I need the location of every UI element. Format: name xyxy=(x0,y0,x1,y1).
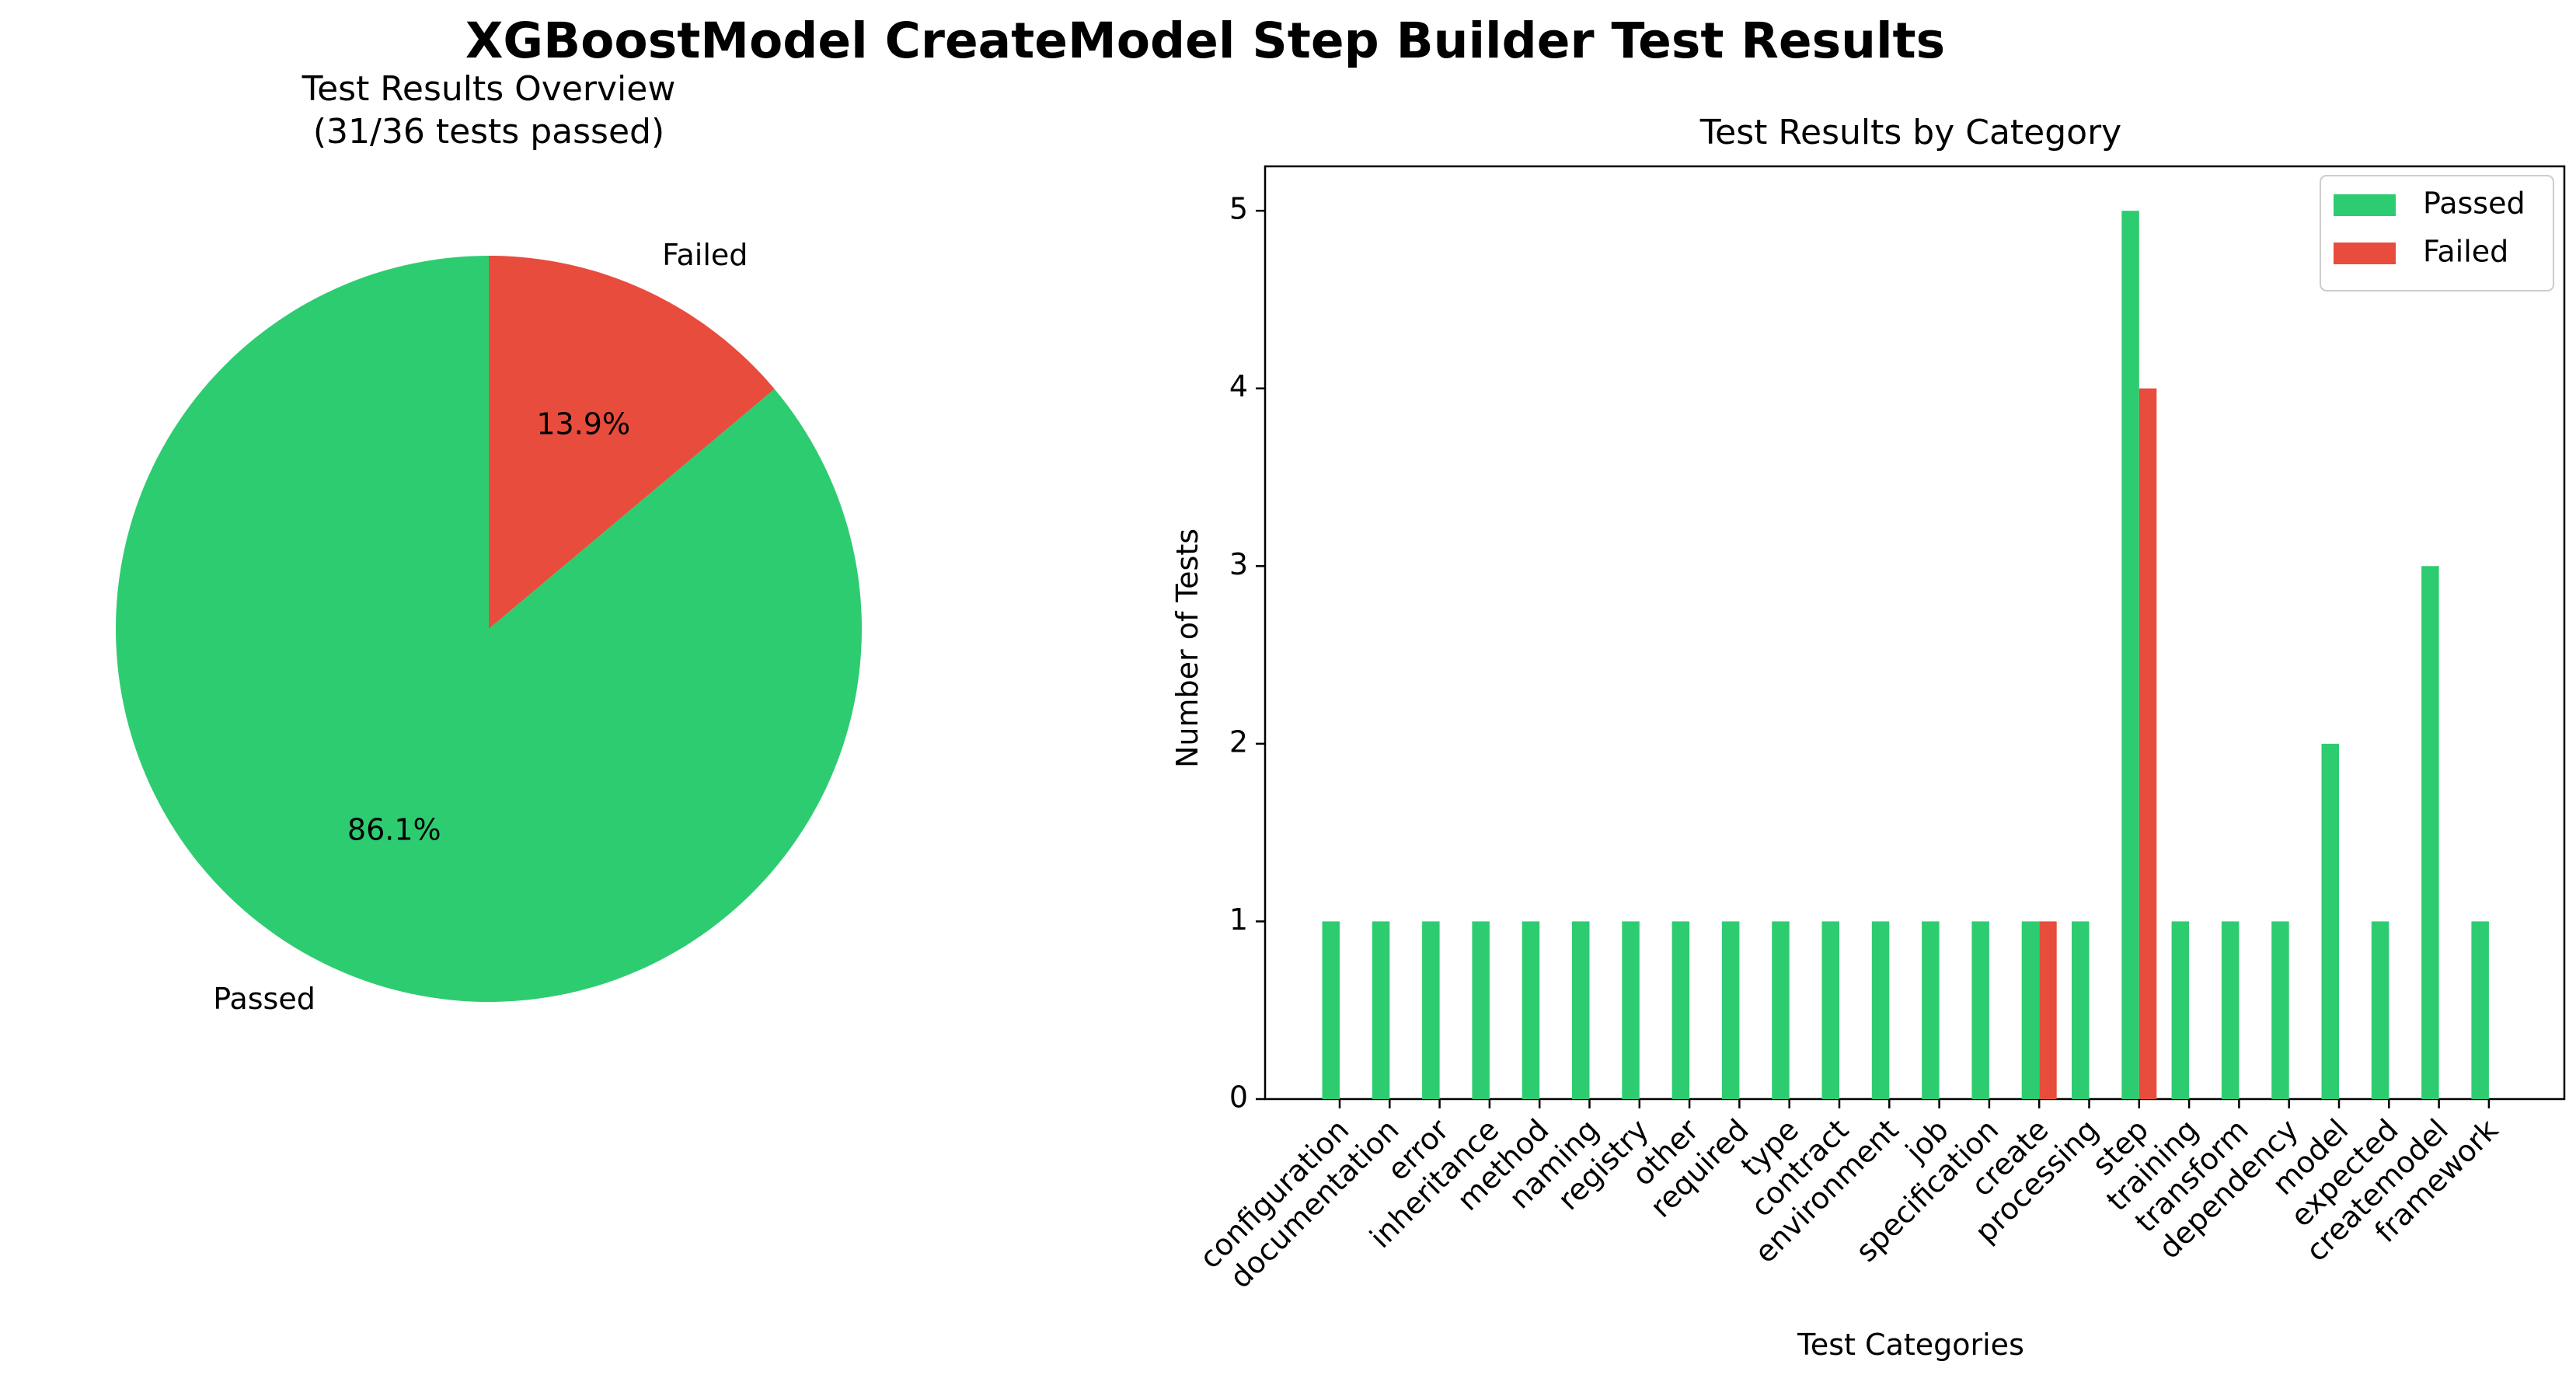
bar-series xyxy=(1322,211,2489,1100)
bar-chart: Test Results by Category 0 1 2 3 4 5 configur… xyxy=(1170,113,2566,1362)
y-axis-ticks: 0 1 2 3 4 5 xyxy=(1229,192,1265,1115)
bar-title: Test Results by Category xyxy=(1699,113,2121,152)
y-tick-label: 1 xyxy=(1229,902,1248,937)
y-axis-label: Number of Tests xyxy=(1170,529,1204,768)
y-tick-label: 4 xyxy=(1229,369,1248,403)
bar-passed-framework xyxy=(2471,921,2489,1099)
bar-passed-expected xyxy=(2371,921,2390,1099)
bar-passed-type xyxy=(1772,921,1790,1099)
bar-passed-createmodel xyxy=(2421,566,2439,1099)
bar-passed-environment xyxy=(1871,921,1890,1099)
pie-labels: Passed 86.1% Failed 13.9% xyxy=(213,238,748,1016)
bar-passed-other xyxy=(1671,921,1690,1099)
bar-passed-contract xyxy=(1821,921,1839,1099)
bar-passed-processing xyxy=(2072,921,2090,1099)
y-tick-label: 2 xyxy=(1229,724,1248,759)
legend-swatch-failed xyxy=(2334,243,2396,264)
bar-passed-model xyxy=(2321,743,2339,1099)
legend-swatch-passed xyxy=(2334,194,2396,216)
pie-slice-failed xyxy=(489,256,775,629)
bar-axes xyxy=(1264,165,2566,1101)
pie-label-passed: Passed xyxy=(213,982,315,1016)
pie-title: Test Results Overview (31/36 tests passed… xyxy=(302,69,676,152)
pie-title-line: Test Results Overview xyxy=(302,69,676,109)
bar-passed-step xyxy=(2121,211,2139,1100)
bar-failed-step xyxy=(2139,388,2157,1099)
bar-passed-training xyxy=(2171,921,2190,1099)
legend-label-passed: Passed xyxy=(2423,187,2525,221)
legend: Passed Failed xyxy=(2320,175,2554,291)
pie-chart: Test Results Overview (31/36 tests passed… xyxy=(116,69,863,1016)
legend-label-failed: Failed xyxy=(2423,235,2508,269)
pie-percent-failed: 13.9% xyxy=(536,407,630,441)
bar-passed-create xyxy=(2021,921,2040,1099)
bar-passed-transform xyxy=(2221,921,2240,1099)
bar-passed-configuration xyxy=(1322,921,1340,1099)
x-axis-ticks: configurationdocumentationerrorinheritan… xyxy=(1193,1099,2505,1295)
x-axis-label: Test Categories xyxy=(1797,1328,2024,1362)
bar-passed-documentation xyxy=(1372,921,1390,1099)
bar-passed-required xyxy=(1721,921,1740,1099)
bar-passed-dependency xyxy=(2271,921,2289,1099)
pie-slices xyxy=(116,256,863,1003)
bar-passed-method xyxy=(1522,921,1540,1099)
pie-title-line: (31/36 tests passed) xyxy=(313,112,664,152)
bar-passed-job xyxy=(1922,921,1940,1099)
pie-slice-passed xyxy=(116,256,863,1003)
y-tick-label: 5 xyxy=(1229,192,1248,226)
bar-passed-naming xyxy=(1572,921,1590,1099)
y-tick-label: 0 xyxy=(1229,1080,1248,1115)
pie-label-failed: Failed xyxy=(662,238,748,272)
bar-passed-inheritance xyxy=(1472,921,1490,1099)
bar-passed-error xyxy=(1422,921,1440,1099)
plot-frame xyxy=(1264,165,2566,1101)
figure-suptitle: XGBoostModel CreateModel Step Builder Te… xyxy=(465,12,1945,69)
bar-failed-create xyxy=(2039,921,2057,1099)
y-tick-label: 3 xyxy=(1229,547,1248,581)
bar-passed-specification xyxy=(1971,921,1989,1099)
pie-percent-passed: 86.1% xyxy=(347,813,441,847)
bar-passed-registry xyxy=(1622,921,1640,1099)
